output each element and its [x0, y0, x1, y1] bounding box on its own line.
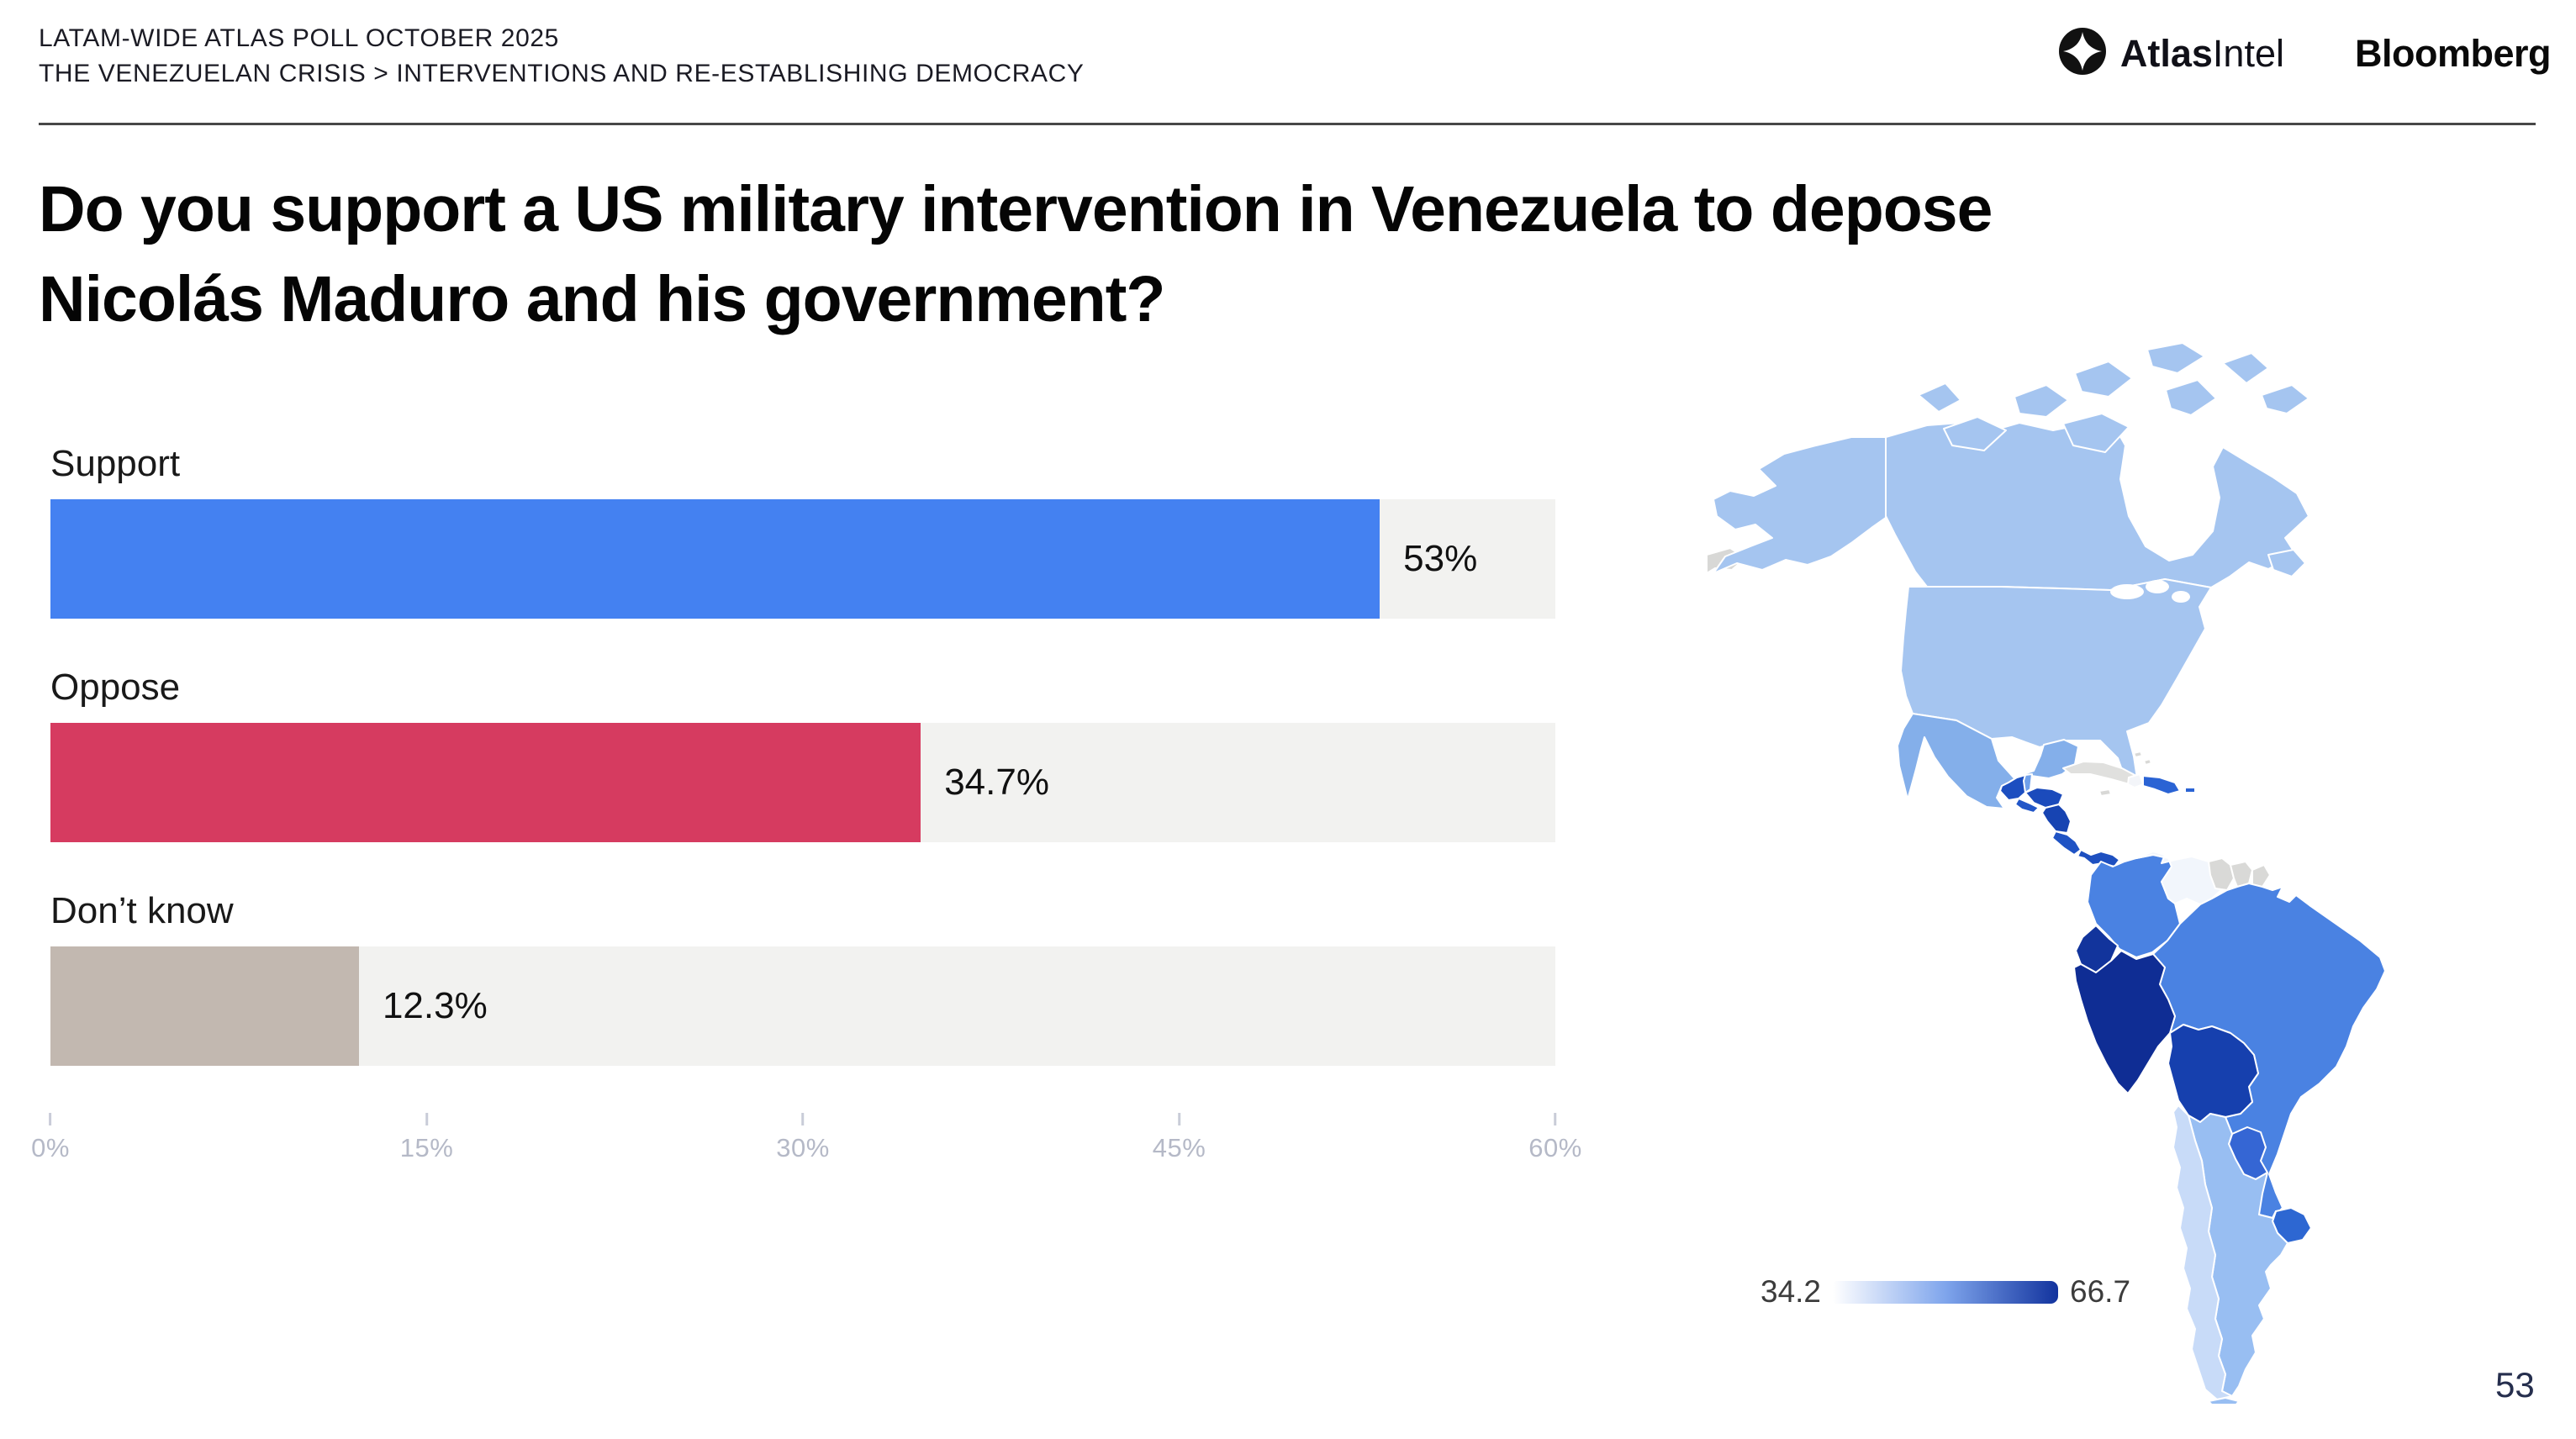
bar-value-dont-know: 12.3% [382, 985, 488, 1026]
country-arctic-islands [2062, 413, 2130, 453]
country-alaska [1713, 436, 1887, 574]
legend-max-value: 66.7 [2070, 1274, 2131, 1309]
country-dominican-republic [2142, 775, 2181, 795]
country-haiti [2127, 773, 2144, 788]
bar-row-dont-know: Don’t know 12.3% [50, 889, 1555, 1066]
x-tick: 0% [31, 1113, 70, 1163]
country-nicaragua [2041, 804, 2072, 834]
country-bolivia [2167, 1024, 2259, 1123]
country-bahamas [2143, 758, 2152, 766]
country-el-salvador [2014, 798, 2040, 814]
country-guyana [2208, 857, 2235, 891]
bar-value-oppose: 34.7% [944, 762, 1049, 803]
bar-track: 12.3% [50, 946, 1555, 1066]
x-axis: 0% 15% 30% 45% 60% [31, 1113, 1581, 1180]
country-arctic-islands [1918, 382, 1961, 413]
question-title-line2: Nicolás Maduro and his government? [39, 263, 1165, 335]
americas-map-svg [1706, 342, 2386, 1410]
country-costa-rica [2051, 830, 2082, 856]
country-honduras [2024, 787, 2064, 809]
x-tick: 45% [1153, 1113, 1206, 1163]
country-arctic-islands [2014, 384, 2069, 418]
country-tierra-del-fuego [2208, 1397, 2240, 1410]
country-arctic-islands [2146, 342, 2205, 374]
great-lakes [2110, 584, 2144, 599]
x-tick: 60% [1528, 1113, 1582, 1163]
bar-label-oppose: Oppose [50, 667, 181, 708]
bar-fill-support [50, 499, 1380, 619]
legend-gradient-bar [1833, 1280, 2059, 1304]
country-puerto-rico [2184, 787, 2196, 793]
brand-logos: AtlasIntel Bloomberg [2058, 27, 2552, 80]
header: LATAM-WIDE ATLAS POLL OCTOBER 2025 THE V… [39, 22, 2552, 91]
bar-label-dont-know: Don’t know [50, 890, 234, 931]
great-lakes [2146, 580, 2169, 593]
bar-value-support: 53% [1403, 538, 1478, 579]
atlasintel-logo: AtlasIntel [2058, 27, 2284, 80]
x-tick: 30% [776, 1113, 830, 1163]
country-peru [2073, 950, 2176, 1094]
poll-subtitle: THE VENEZUELAN CRISIS > INTERVENTIONS AN… [39, 60, 1085, 87]
bar-row-support: Support 53% [50, 442, 1555, 619]
bar-track: 53% [50, 499, 1555, 619]
bar-fill-dont-know [50, 946, 359, 1066]
bar-row-oppose: Oppose 34.7% [50, 666, 1555, 842]
question-title: Do you support a US military interventio… [39, 165, 1993, 345]
atlasintel-wordmark: AtlasIntel [2119, 31, 2284, 75]
atlasintel-compass-icon [2058, 27, 2107, 80]
great-lakes [2172, 591, 2190, 603]
country-bahamas [2133, 751, 2143, 758]
bar-track: 34.7% [50, 723, 1555, 842]
country-french-guiana [2251, 864, 2271, 888]
country-arctic-islands [2074, 361, 2133, 398]
poll-title: LATAM-WIDE ATLAS POLL OCTOBER 2025 [39, 24, 559, 52]
header-divider [39, 123, 2536, 125]
bloomberg-logo: Bloomberg [2354, 31, 2552, 75]
x-tick: 15% [400, 1113, 454, 1163]
americas-choropleth-map [1706, 342, 2392, 1410]
legend-min-value: 34.2 [1760, 1274, 1822, 1309]
country-arctic-islands [2261, 384, 2309, 414]
header-text-block: LATAM-WIDE ATLAS POLL OCTOBER 2025 THE V… [39, 22, 1084, 91]
country-arctic-islands [2165, 379, 2217, 416]
country-jamaica [2098, 788, 2112, 797]
poll-bar-chart: Support 53% Oppose 34.7% Don’t know 12.3… [31, 442, 1581, 1180]
bar-label-support: Support [50, 443, 181, 484]
question-title-line1: Do you support a US military interventio… [39, 173, 1993, 245]
country-arctic-islands [1943, 416, 2007, 451]
country-newfoundland [2267, 549, 2306, 577]
bar-fill-oppose [50, 723, 921, 842]
country-arctic-islands [2222, 352, 2269, 384]
page-number: 53 [2495, 1365, 2535, 1405]
map-legend: 34.2 66.7 [1760, 1274, 2130, 1310]
